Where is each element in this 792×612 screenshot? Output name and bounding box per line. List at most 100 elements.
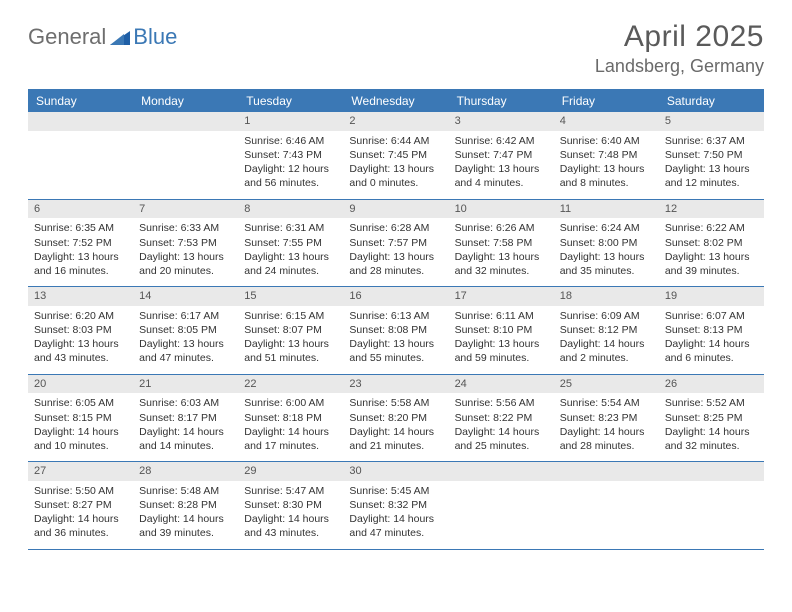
day-daylight1: Daylight: 14 hours [560, 337, 653, 351]
day-daylight1: Daylight: 14 hours [139, 425, 232, 439]
day-sunrise: Sunrise: 5:58 AM [349, 396, 442, 410]
calendar: Sunday Monday Tuesday Wednesday Thursday… [28, 89, 764, 550]
day-daylight2: and 51 minutes. [244, 351, 337, 365]
page-title: April 2025 [595, 20, 764, 54]
header: General Blue April 2025 Landsberg, Germa… [28, 20, 764, 77]
day-number: 15 [238, 287, 343, 306]
day-cell: 23Sunrise: 5:58 AMSunset: 8:20 PMDayligh… [343, 375, 448, 462]
day-number: 20 [28, 375, 133, 394]
day-daylight2: and 56 minutes. [244, 176, 337, 190]
day-body: Sunrise: 5:52 AMSunset: 8:25 PMDaylight:… [659, 393, 764, 461]
day-daylight2: and 47 minutes. [139, 351, 232, 365]
day-sunset: Sunset: 8:20 PM [349, 411, 442, 425]
day-daylight2: and 32 minutes. [665, 439, 758, 453]
day-body: Sunrise: 6:11 AMSunset: 8:10 PMDaylight:… [449, 306, 554, 374]
day-cell: 16Sunrise: 6:13 AMSunset: 8:08 PMDayligh… [343, 287, 448, 374]
day-cell: 4Sunrise: 6:40 AMSunset: 7:48 PMDaylight… [554, 112, 659, 199]
day-daylight1: Daylight: 13 hours [349, 162, 442, 176]
day-number: 1 [238, 112, 343, 131]
day-header-row: Sunday Monday Tuesday Wednesday Thursday… [28, 91, 764, 112]
day-sunset: Sunset: 8:03 PM [34, 323, 127, 337]
day-number: 5 [659, 112, 764, 131]
day-daylight2: and 17 minutes. [244, 439, 337, 453]
day-daylight2: and 16 minutes. [34, 264, 127, 278]
day-sunset: Sunset: 8:00 PM [560, 236, 653, 250]
day-daylight2: and 20 minutes. [139, 264, 232, 278]
day-daylight2: and 39 minutes. [139, 526, 232, 540]
brand-triangle-icon [110, 29, 130, 50]
day-daylight1: Daylight: 14 hours [244, 512, 337, 526]
day-number: 28 [133, 462, 238, 481]
day-number: 27 [28, 462, 133, 481]
day-number: 25 [554, 375, 659, 394]
day-sunrise: Sunrise: 6:09 AM [560, 309, 653, 323]
day-body: Sunrise: 6:40 AMSunset: 7:48 PMDaylight:… [554, 131, 659, 199]
day-sunrise: Sunrise: 6:31 AM [244, 221, 337, 235]
day-body: Sunrise: 6:05 AMSunset: 8:15 PMDaylight:… [28, 393, 133, 461]
day-cell [28, 112, 133, 199]
day-cell: 28Sunrise: 5:48 AMSunset: 8:28 PMDayligh… [133, 462, 238, 549]
day-sunset: Sunset: 8:15 PM [34, 411, 127, 425]
day-cell: 30Sunrise: 5:45 AMSunset: 8:32 PMDayligh… [343, 462, 448, 549]
day-cell: 2Sunrise: 6:44 AMSunset: 7:45 PMDaylight… [343, 112, 448, 199]
day-cell: 18Sunrise: 6:09 AMSunset: 8:12 PMDayligh… [554, 287, 659, 374]
day-cell: 15Sunrise: 6:15 AMSunset: 8:07 PMDayligh… [238, 287, 343, 374]
day-number: 18 [554, 287, 659, 306]
day-sunset: Sunset: 7:47 PM [455, 148, 548, 162]
day-number: 7 [133, 200, 238, 219]
day-number: 6 [28, 200, 133, 219]
day-sunrise: Sunrise: 6:46 AM [244, 134, 337, 148]
day-daylight1: Daylight: 13 hours [139, 337, 232, 351]
day-daylight2: and 6 minutes. [665, 351, 758, 365]
day-body [554, 481, 659, 547]
day-sunrise: Sunrise: 6:07 AM [665, 309, 758, 323]
day-number: 17 [449, 287, 554, 306]
day-number: 9 [343, 200, 448, 219]
day-body: Sunrise: 5:45 AMSunset: 8:32 PMDaylight:… [343, 481, 448, 549]
day-body: Sunrise: 6:26 AMSunset: 7:58 PMDaylight:… [449, 218, 554, 286]
day-cell: 3Sunrise: 6:42 AMSunset: 7:47 PMDaylight… [449, 112, 554, 199]
day-number: 4 [554, 112, 659, 131]
day-sunrise: Sunrise: 5:50 AM [34, 484, 127, 498]
day-sunset: Sunset: 8:17 PM [139, 411, 232, 425]
day-cell: 19Sunrise: 6:07 AMSunset: 8:13 PMDayligh… [659, 287, 764, 374]
day-daylight2: and 24 minutes. [244, 264, 337, 278]
day-sunset: Sunset: 8:25 PM [665, 411, 758, 425]
day-number: 19 [659, 287, 764, 306]
day-sunset: Sunset: 8:05 PM [139, 323, 232, 337]
day-daylight2: and 2 minutes. [560, 351, 653, 365]
day-number: 11 [554, 200, 659, 219]
day-daylight2: and 35 minutes. [560, 264, 653, 278]
day-sunrise: Sunrise: 6:24 AM [560, 221, 653, 235]
day-cell [659, 462, 764, 549]
day-daylight2: and 12 minutes. [665, 176, 758, 190]
day-sunset: Sunset: 8:10 PM [455, 323, 548, 337]
week-row: 13Sunrise: 6:20 AMSunset: 8:03 PMDayligh… [28, 287, 764, 375]
day-cell: 9Sunrise: 6:28 AMSunset: 7:57 PMDaylight… [343, 200, 448, 287]
day-cell [449, 462, 554, 549]
day-daylight1: Daylight: 14 hours [665, 337, 758, 351]
day-sunrise: Sunrise: 6:15 AM [244, 309, 337, 323]
day-sunset: Sunset: 8:08 PM [349, 323, 442, 337]
day-sunrise: Sunrise: 6:00 AM [244, 396, 337, 410]
day-body [133, 131, 238, 197]
day-sunrise: Sunrise: 6:13 AM [349, 309, 442, 323]
day-sunrise: Sunrise: 6:26 AM [455, 221, 548, 235]
week-row: 27Sunrise: 5:50 AMSunset: 8:27 PMDayligh… [28, 462, 764, 550]
day-cell: 14Sunrise: 6:17 AMSunset: 8:05 PMDayligh… [133, 287, 238, 374]
day-body: Sunrise: 6:17 AMSunset: 8:05 PMDaylight:… [133, 306, 238, 374]
day-body: Sunrise: 6:37 AMSunset: 7:50 PMDaylight:… [659, 131, 764, 199]
day-sunrise: Sunrise: 6:20 AM [34, 309, 127, 323]
day-daylight2: and 4 minutes. [455, 176, 548, 190]
day-cell: 22Sunrise: 6:00 AMSunset: 8:18 PMDayligh… [238, 375, 343, 462]
day-body: Sunrise: 6:33 AMSunset: 7:53 PMDaylight:… [133, 218, 238, 286]
day-number: 12 [659, 200, 764, 219]
day-daylight1: Daylight: 14 hours [455, 425, 548, 439]
day-number [133, 112, 238, 131]
day-sunrise: Sunrise: 6:22 AM [665, 221, 758, 235]
day-cell: 6Sunrise: 6:35 AMSunset: 7:52 PMDaylight… [28, 200, 133, 287]
day-sunset: Sunset: 7:58 PM [455, 236, 548, 250]
day-daylight2: and 55 minutes. [349, 351, 442, 365]
day-cell [554, 462, 659, 549]
day-body: Sunrise: 6:09 AMSunset: 8:12 PMDaylight:… [554, 306, 659, 374]
